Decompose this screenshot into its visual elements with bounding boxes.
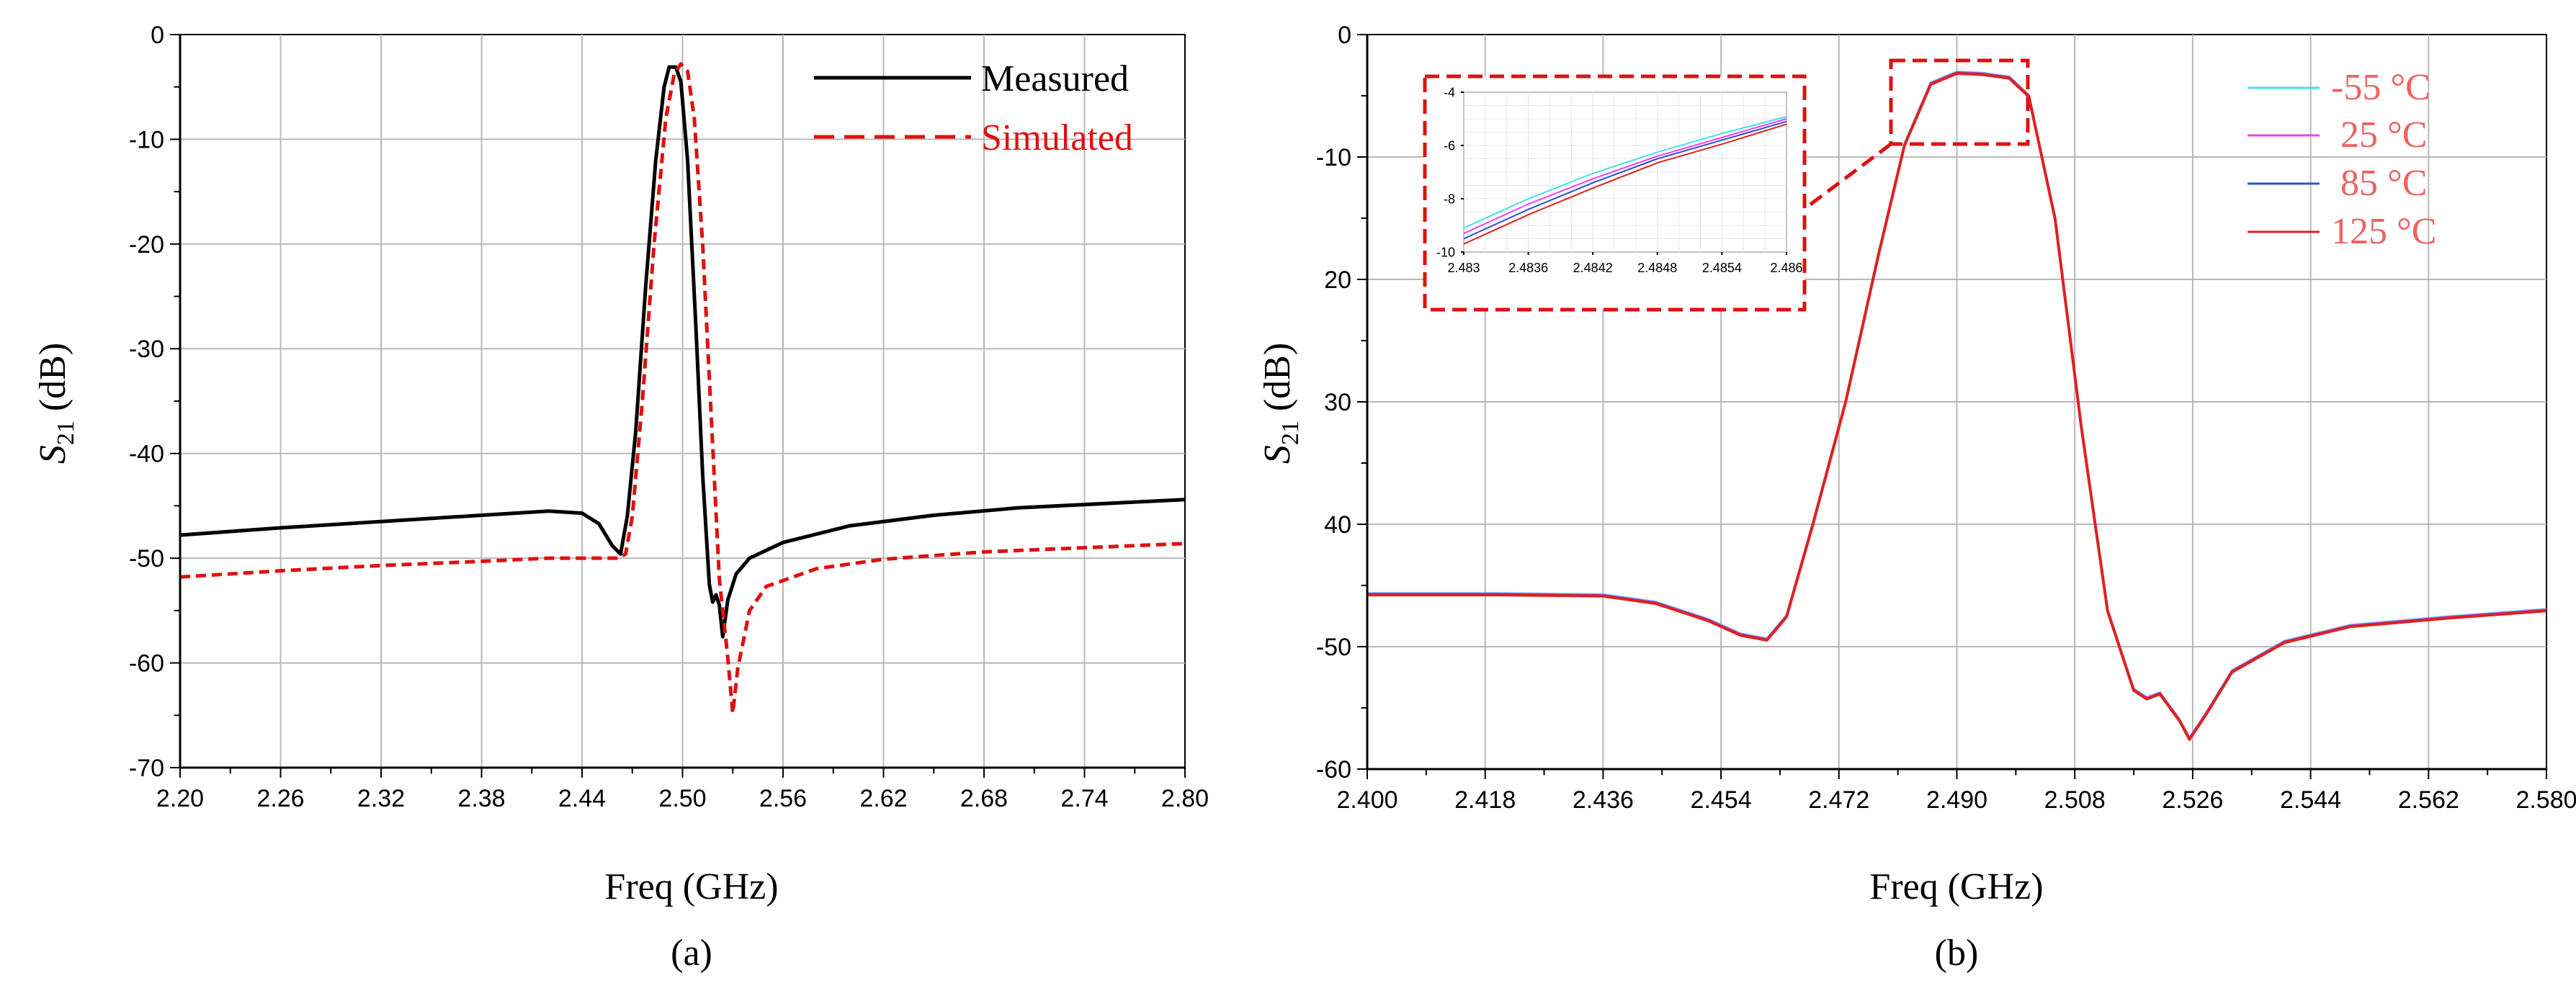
chart-a-legend: Measured Simulated <box>814 58 1133 158</box>
x-tick-label: 2.526 <box>2162 786 2223 814</box>
y-tick-label: -8 <box>1444 192 1455 206</box>
x-tick-label: 2.44 <box>558 785 606 812</box>
y-tick-label: -70 <box>129 755 164 782</box>
y-tick-label: 20 <box>1324 266 1351 294</box>
y-tick-label: 0 <box>1338 22 1351 49</box>
x-tick-label: 2.483 <box>1447 261 1480 275</box>
inset-series-line-2 <box>1463 120 1787 240</box>
inset-series-line-1 <box>1463 118 1787 235</box>
inset-series <box>1463 116 1787 245</box>
x-tick-label: 2.4848 <box>1637 261 1677 275</box>
x-tick-label: 2.418 <box>1454 786 1516 814</box>
x-tick-label: 2.32 <box>357 785 405 812</box>
y-tick-label: -10 <box>1436 245 1455 259</box>
y-tick-label: 0 <box>151 22 164 49</box>
chart-b-panel-label: (b) <box>1935 933 1979 974</box>
chart-a-panel-label: (a) <box>671 933 712 974</box>
series-line-measured <box>179 65 1186 639</box>
chart-a-series <box>179 62 1186 715</box>
y-tick-label: -10 <box>1316 144 1351 171</box>
chart-a-y-label-unit: (dB) <box>32 343 73 421</box>
y-tick-label: -4 <box>1444 85 1455 99</box>
inset-series-line-0 <box>1463 116 1787 229</box>
chart-a-y-label-main: S <box>32 445 73 464</box>
y-tick-label: -20 <box>129 231 164 259</box>
chart-b: 2.400 2.418 2.436 2.454 2.472 2.490 2.508 2.526… <box>1257 22 2576 974</box>
chart-b-x-axis-label: Freq (GHz) <box>1869 866 2043 907</box>
x-tick-label: 2.490 <box>1926 786 1987 814</box>
chart-b-legend: -55 °C 25 °C 85 °C 125 °C <box>2248 67 2436 252</box>
x-tick-label: 2.68 <box>960 785 1008 812</box>
chart-a-grid <box>180 35 1185 768</box>
chart-b-y-label-unit: (dB) <box>1257 343 1298 421</box>
zoom-connector-line <box>1803 143 1892 210</box>
x-tick-label: 2.80 <box>1161 785 1209 812</box>
chart-b-y-label-main: S <box>1257 445 1298 464</box>
chart-a: 2.20 2.26 2.32 2.38 2.44 2.50 2.56 2.62 2.68 2.74… <box>32 22 1209 974</box>
chart-b-inset: 2.483 2.4836 2.4842 2.4848 2.4854 2.486 -4-6-… <box>1423 74 1807 312</box>
chart-b-series <box>1367 71 2547 741</box>
y-tick-label: -50 <box>1316 634 1351 661</box>
y-tick-label: -6 <box>1444 138 1455 153</box>
chart-b-x-ticks: 2.400 2.418 2.436 2.454 2.472 2.490 2.508 2.526… <box>1336 769 2576 814</box>
x-tick-label: 2.472 <box>1808 786 1869 814</box>
chart-a-x-axis-label: Freq (GHz) <box>604 866 778 907</box>
inset-x-ticks: 2.483 2.4836 2.4842 2.4848 2.4854 2.486 <box>1447 252 1803 275</box>
y-tick-label: -40 <box>129 441 164 468</box>
legend-label-simulated: Simulated <box>981 117 1133 158</box>
legend-label-measured: Measured <box>981 58 1129 99</box>
y-tick-label: -50 <box>129 545 164 572</box>
chart-b-y-label-sub: 21 <box>1277 421 1304 445</box>
inset-series-line-3 <box>1463 123 1787 245</box>
legend-label-85: 85 °C <box>2331 163 2427 204</box>
x-tick-label: 2.508 <box>2044 786 2106 814</box>
x-tick-label: 2.50 <box>658 785 706 812</box>
y-tick-label: -60 <box>1316 756 1351 783</box>
chart-b-y-ticks: 0 -10 20 30 40 -50 -60 <box>1316 22 1367 783</box>
x-tick-label: 2.62 <box>859 785 907 812</box>
legend-label-125: 125 °C <box>2331 211 2436 252</box>
x-tick-label: 2.400 <box>1336 786 1397 814</box>
chart-a-x-ticks: 2.20 2.26 2.32 2.38 2.44 2.50 2.56 2.62 2.68 2.74… <box>156 768 1209 812</box>
chart-a-y-axis-label: S21 (dB) <box>32 343 79 464</box>
y-tick-label: -10 <box>129 126 164 153</box>
legend-label-m55: -55 °C <box>2331 67 2430 108</box>
x-tick-label: 2.20 <box>156 785 204 812</box>
x-tick-label: 2.454 <box>1691 786 1752 814</box>
legend-label-25: 25 °C <box>2331 114 2427 156</box>
x-tick-label: 2.4842 <box>1573 261 1613 275</box>
x-tick-label: 2.38 <box>457 785 505 812</box>
x-tick-label: 2.26 <box>256 785 304 812</box>
x-tick-label: 2.56 <box>759 785 807 812</box>
x-tick-label: 2.74 <box>1060 785 1108 812</box>
x-tick-label: 2.544 <box>2280 786 2341 814</box>
x-tick-label: 2.4854 <box>1702 261 1742 275</box>
series-line-3 <box>1367 71 2547 741</box>
series-line-simulated <box>179 62 1186 715</box>
chart-a-y-ticks: 0 -10 -20 -30 -40 -50 -60 -70 <box>129 22 180 782</box>
y-tick-label: 30 <box>1324 389 1351 416</box>
x-tick-label: 2.486 <box>1770 261 1802 275</box>
x-tick-label: 2.562 <box>2398 786 2459 814</box>
inset-y-ticks: -4 -6 -8 -10 <box>1436 85 1464 259</box>
y-tick-label: 40 <box>1324 511 1351 539</box>
x-tick-label: 2.4836 <box>1508 261 1548 275</box>
inset-grid <box>1464 92 1786 252</box>
x-tick-label: 2.436 <box>1573 786 1634 814</box>
chart-b-y-axis-label: S21 (dB) <box>1257 343 1304 464</box>
x-tick-label: 2.580 <box>2515 786 2576 814</box>
y-tick-label: -30 <box>129 336 164 363</box>
zoom-region-box <box>1889 58 2030 146</box>
y-tick-label: -60 <box>129 650 164 677</box>
chart-a-y-label-sub: 21 <box>53 421 79 445</box>
